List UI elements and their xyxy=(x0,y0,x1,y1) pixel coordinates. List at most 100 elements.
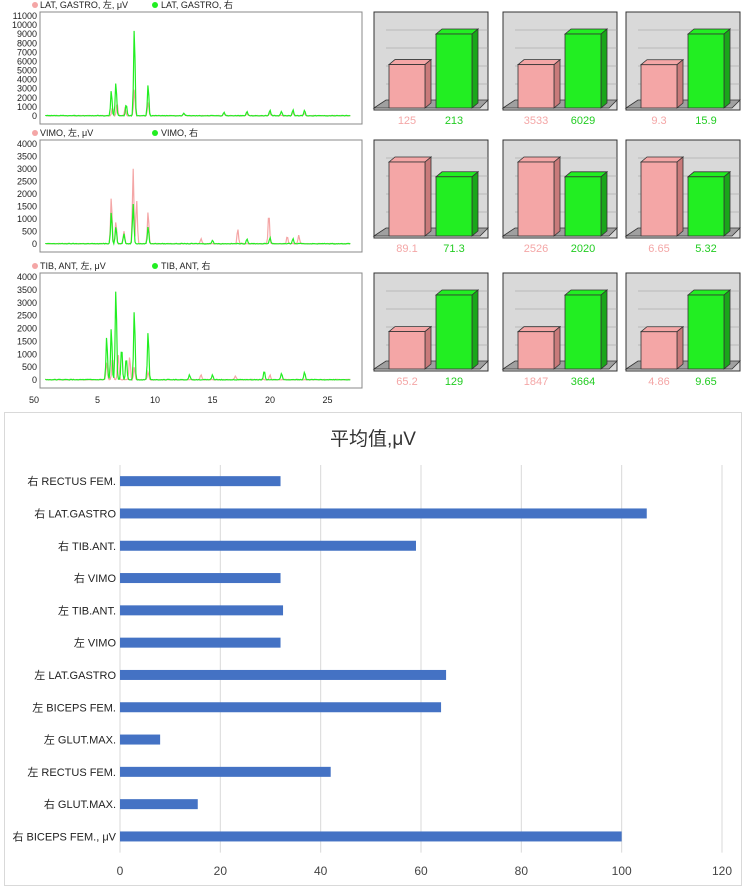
bar-left xyxy=(388,161,426,237)
bar-value-left: 3533 xyxy=(524,115,548,127)
bar-right-side xyxy=(600,170,608,237)
bar-right-side xyxy=(723,289,731,370)
bar-value-left: 4.86 xyxy=(648,376,669,388)
bar-left-side xyxy=(553,58,561,109)
y-tick-label: 4000 xyxy=(17,272,37,282)
bar-value-left: 125 xyxy=(398,115,416,127)
legend-dot-right xyxy=(152,130,158,136)
bar-value-right: 9.65 xyxy=(695,376,716,388)
y-tick-label: 2000 xyxy=(17,93,37,103)
plot-frame xyxy=(39,272,363,389)
y-tick-label: 4000 xyxy=(17,75,37,85)
emg-panel: LAT, GASTRO, 左, μV LAT, GASTRO, 右11000100… xyxy=(12,0,741,405)
hbar xyxy=(120,508,647,519)
bar-right-side xyxy=(471,170,479,237)
chart-title: 平均值,μV xyxy=(330,428,416,450)
category-label: 右 TIB.ANT. xyxy=(58,539,116,553)
y-tick-label: 3500 xyxy=(17,152,37,162)
average-bar-chart-svg: 平均值,μV 0 20 40 60 80 100 120 右 RECTUS FEM. 右 LAT… xyxy=(12,428,732,878)
category-label: 右 LAT.GASTRO xyxy=(34,506,116,520)
bar-left-top xyxy=(387,59,433,65)
emg-plot-3: TIB, ANT, 左, μV TIB, ANT, 右 4000 3500 3000 25… xyxy=(17,260,363,405)
bar-cell-r1-c1: 125 213 xyxy=(372,11,489,127)
plot-frame xyxy=(39,139,363,253)
plot-frame xyxy=(39,11,363,125)
hbar xyxy=(120,831,622,842)
bar-value-right: 129 xyxy=(445,376,463,388)
bar-right-top xyxy=(563,28,609,35)
bar-right-top xyxy=(434,289,480,296)
y-tick-label: 3500 xyxy=(17,285,37,295)
bar-right xyxy=(435,176,473,237)
x-tick-label: 15 xyxy=(207,395,217,405)
bar-value-right: 2020 xyxy=(571,243,595,255)
bar-cell-r2-c2: 2526 2020 xyxy=(501,139,618,255)
bar-left xyxy=(517,161,555,237)
bar-left-top xyxy=(639,59,685,66)
bar-left xyxy=(388,64,426,109)
bar-value-left: 6.65 xyxy=(648,243,669,255)
legend-dot-right xyxy=(152,263,158,269)
legend-label-left: VIMO, 左, μV xyxy=(40,127,93,138)
x-tick-label: 20 xyxy=(214,864,228,878)
hbar xyxy=(120,637,281,648)
x-tick-label: 40 xyxy=(314,864,328,878)
hbar xyxy=(120,799,198,810)
hbar xyxy=(120,573,281,584)
bar-left-side xyxy=(424,58,432,109)
bar-right-top xyxy=(686,171,732,178)
bar-value-left: 2526 xyxy=(524,243,548,255)
bar-value-left: 89.1 xyxy=(396,243,417,255)
average-bar-chart: 平均值,μV 0 20 40 60 80 100 120 右 RECTUS FEM. 右 LAT… xyxy=(4,412,742,886)
emg-plot-2: VIMO, 左, μV VIMO, 右 4000 3500 3000 2500 2000 15… xyxy=(17,127,363,253)
y-tick-label: 7000 xyxy=(17,47,37,57)
bar-cell-r3-c1: 65.2 129 xyxy=(372,272,489,388)
x-tick-label: 10 xyxy=(150,395,160,405)
y-tick-label: 9000 xyxy=(17,29,37,39)
bar-left-top xyxy=(516,59,562,66)
category-label: 左 RECTUS FEM. xyxy=(27,766,116,779)
x-tick-label: 60 xyxy=(414,864,428,878)
x-tick-label: 100 xyxy=(612,864,632,878)
bar-cell-r3-c3: 4.86 9.65 xyxy=(624,272,741,388)
bar-value-right: 3664 xyxy=(571,376,595,388)
bar-left xyxy=(640,64,678,109)
bar-right-top xyxy=(434,28,480,35)
bar-left-side xyxy=(676,58,684,109)
legend-label-left: LAT, GASTRO, 左, μV xyxy=(40,0,128,10)
bar-left xyxy=(388,331,426,370)
bar-cell-r2-c3: 6.65 5.32 xyxy=(624,139,741,255)
bar-right-top xyxy=(434,171,480,178)
bar-right-side xyxy=(471,289,479,370)
y-tick-label: 0 xyxy=(32,239,37,249)
y-tick-label: 500 xyxy=(22,227,37,237)
y-tick-label: 0 xyxy=(32,375,37,385)
y-tick-label: 3000 xyxy=(17,164,37,174)
category-label: 左 BICEPS FEM. xyxy=(32,701,116,714)
legend-label-right: TIB, ANT, 右 xyxy=(161,260,211,271)
bar-right-side xyxy=(471,28,479,109)
category-label: 右 GLUT.MAX. xyxy=(44,797,116,811)
y-tick-label: 2500 xyxy=(17,311,37,321)
bar-value-left: 65.2 xyxy=(396,376,417,388)
y-tick-label: 3000 xyxy=(17,84,37,94)
bar-left xyxy=(640,161,678,237)
bar-right xyxy=(564,33,602,109)
x-tick-label: 20 xyxy=(265,395,275,405)
bar-right-top xyxy=(686,289,732,296)
emg-plot-1: LAT, GASTRO, 左, μV LAT, GASTRO, 右11000100… xyxy=(12,0,363,125)
bar-right xyxy=(435,294,473,370)
category-label: 左 GLUT.MAX. xyxy=(44,734,116,747)
category-label: 左 LAT.GASTRO xyxy=(34,669,116,682)
x-tick-label: 80 xyxy=(515,864,529,878)
bar-value-right: 15.9 xyxy=(695,115,716,127)
bar-left-side xyxy=(424,325,432,370)
y-tick-label: 500 xyxy=(22,362,37,372)
y-tick-label: 1000 xyxy=(17,349,37,359)
category-label: 右 RECTUS FEM. xyxy=(27,474,116,488)
bar-value-right: 6029 xyxy=(571,115,595,127)
bar-left-top xyxy=(639,326,685,333)
bar-left-top xyxy=(516,326,562,333)
bar-right xyxy=(435,33,473,109)
y-tick-label: 4000 xyxy=(17,139,37,149)
